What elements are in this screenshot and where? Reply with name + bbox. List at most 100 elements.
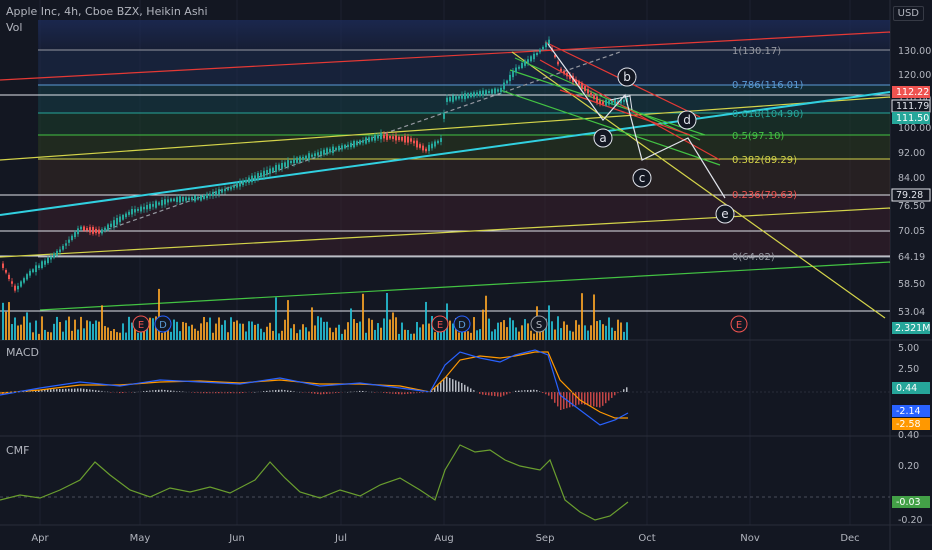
fib-label-1: 1(130.17) <box>732 46 781 57</box>
candle <box>134 209 136 213</box>
volume-bar <box>443 329 445 340</box>
macd-hist-bar <box>536 390 538 392</box>
candle <box>41 261 43 269</box>
candle <box>101 229 103 234</box>
volume-bar <box>545 318 547 340</box>
macd-hist-bar <box>596 392 598 407</box>
candle <box>185 197 187 201</box>
macd-hist-bar <box>482 392 484 395</box>
volume-bar <box>176 321 178 340</box>
candle <box>281 163 283 169</box>
volume-bar <box>407 330 409 340</box>
candle <box>377 135 379 139</box>
candle <box>26 274 28 280</box>
candle <box>584 86 586 92</box>
macd-hist-bar <box>464 384 466 392</box>
volume-bar <box>614 330 616 340</box>
volume-bar <box>377 323 379 340</box>
candle <box>320 151 322 155</box>
candle <box>173 198 175 202</box>
candle <box>200 195 202 201</box>
candle <box>446 97 448 102</box>
candle <box>95 228 97 234</box>
volume-bar <box>338 324 340 340</box>
volume-bar <box>14 317 16 340</box>
svg-text:112.22: 112.22 <box>896 87 929 98</box>
macd-hist-bar <box>560 392 562 410</box>
dividend-marker[interactable]: D <box>453 315 471 333</box>
macd-hist-bar <box>302 392 304 393</box>
chart-title: Apple Inc, 4h, Cboe BZX, Heikin Ashi <box>6 5 208 18</box>
volume-bar <box>572 331 574 340</box>
candle <box>374 134 376 141</box>
candle <box>179 196 181 203</box>
y-tick: 84.00 <box>898 173 925 184</box>
volume-bar <box>284 319 286 340</box>
earnings-marker[interactable]: E <box>132 315 150 333</box>
macd-hist-bar <box>221 392 223 394</box>
macd-line <box>0 349 629 426</box>
candle <box>410 138 412 142</box>
fib-label-0382: 0.382(89.29) <box>732 155 797 166</box>
earnings-marker[interactable]: E <box>730 315 748 333</box>
candle <box>527 59 529 63</box>
dividend-marker[interactable]: D <box>154 315 172 333</box>
currency-button[interactable]: USD <box>892 6 924 21</box>
macd-hist-bar <box>281 389 283 392</box>
candle <box>62 245 64 250</box>
candle <box>38 265 40 268</box>
volume-bar <box>218 317 220 340</box>
volume-bar <box>329 327 331 340</box>
macd-hist-bar <box>530 389 532 392</box>
split-marker[interactable]: S <box>530 315 548 333</box>
candle <box>509 74 511 82</box>
x-tick: Jul <box>334 533 347 544</box>
candle <box>242 180 244 186</box>
macd-hist-bar <box>92 389 94 392</box>
candle <box>428 144 430 152</box>
macd-hist-bar <box>161 389 163 392</box>
candle <box>542 46 544 50</box>
macd-hist-bar <box>434 387 436 392</box>
candle <box>314 153 316 157</box>
candle <box>251 175 253 183</box>
macd-hist-bar <box>497 392 499 397</box>
volume-bar <box>341 333 343 340</box>
candle <box>563 70 565 74</box>
macd-hist-bar <box>119 392 121 394</box>
macd-hist-bar <box>506 392 508 395</box>
candle <box>338 145 340 151</box>
macd-hist-bar <box>203 392 205 394</box>
earnings-marker[interactable]: E <box>431 315 449 333</box>
candle <box>332 146 334 154</box>
volume-bar <box>539 331 541 340</box>
volume-bar <box>386 292 388 340</box>
candle <box>347 144 349 147</box>
candle <box>392 136 394 139</box>
macd-hist-bar <box>548 392 550 396</box>
volume-bar <box>452 323 454 340</box>
macd-hist-bar <box>146 390 148 392</box>
volume-bar <box>608 317 610 340</box>
volume-bar <box>116 332 118 340</box>
macd-hist-bar <box>71 388 73 392</box>
macd-hist-bar <box>494 392 496 397</box>
candle <box>2 263 4 268</box>
macd-hist-bar <box>437 384 439 392</box>
candle <box>512 70 514 78</box>
candle <box>365 137 367 144</box>
candle <box>503 82 505 90</box>
candle <box>494 88 496 94</box>
volume-bar <box>149 317 151 340</box>
x-tick: Aug <box>434 533 454 544</box>
candle <box>104 227 106 231</box>
candle <box>539 49 541 53</box>
svg-text:D: D <box>159 320 167 331</box>
candle <box>308 153 310 160</box>
macd-hist-bar <box>431 390 433 392</box>
candle <box>383 134 385 139</box>
volume-bar <box>107 327 109 340</box>
volume-bar <box>560 328 562 340</box>
macd-title: MACD <box>6 346 39 359</box>
